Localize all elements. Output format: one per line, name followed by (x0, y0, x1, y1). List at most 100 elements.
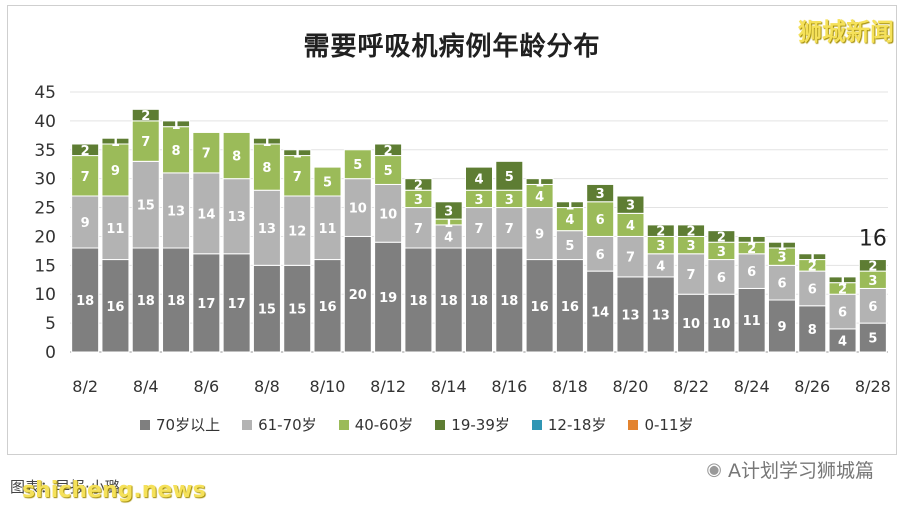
legend-label: 70岁以上 (156, 416, 221, 434)
data-label: 2 (81, 144, 90, 159)
x-tick-label: 8/8 (254, 377, 280, 396)
data-label: 15 (288, 303, 306, 318)
data-label: 9 (81, 216, 90, 231)
bar-segment (192, 253, 221, 353)
bar-segment (586, 183, 615, 203)
legend-label: 0-11岁 (644, 416, 694, 434)
data-label: 3 (717, 245, 726, 260)
legend-item: 40-60岁 (338, 414, 413, 435)
bar-segment (222, 131, 251, 180)
bar-segment (767, 241, 796, 249)
legend-swatch (338, 419, 349, 430)
bar-segment (525, 259, 554, 353)
data-label: 13 (621, 308, 639, 323)
x-tick-label: 8/10 (310, 377, 346, 396)
data-label: 2 (141, 109, 150, 124)
data-label: 20 (349, 288, 367, 303)
legend-item: 70岁以上 (140, 414, 220, 435)
data-label: 3 (626, 199, 635, 214)
data-label: 5 (323, 176, 332, 191)
bar-segment (798, 305, 827, 353)
data-label: 1 (172, 118, 181, 133)
data-label: 5 (565, 239, 574, 254)
bar-segment (71, 143, 100, 157)
bar-segment (707, 259, 736, 295)
bar-segment (555, 230, 584, 261)
bar-segment (374, 183, 403, 243)
legend-label: 61-70岁 (258, 416, 317, 434)
data-label: 3 (687, 239, 696, 254)
x-tick-label: 8/24 (734, 377, 770, 396)
x-tick-label: 8/6 (193, 377, 219, 396)
data-label: 2 (414, 178, 423, 193)
bar-segment (192, 131, 221, 174)
data-label: 9 (535, 228, 544, 243)
bar-segment (252, 264, 281, 353)
data-label: 11 (743, 314, 761, 329)
legend-item: 61-70岁 (242, 414, 317, 435)
bar-segment (586, 270, 615, 353)
data-label: 11 (106, 222, 124, 237)
bar-segment (555, 201, 584, 209)
data-label: 7 (141, 135, 150, 150)
y-tick-label: 25 (34, 199, 56, 219)
data-label: 6 (838, 306, 847, 321)
data-label: 1 (293, 147, 302, 162)
wechat-icon: ◉ (706, 459, 722, 480)
bar-segment (677, 224, 706, 237)
bar-segment (525, 178, 554, 185)
data-label: 3 (656, 239, 665, 254)
data-label: 10 (682, 317, 700, 332)
data-label: 1 (262, 135, 271, 150)
bar-segment (495, 160, 524, 191)
data-label: 10 (712, 317, 730, 332)
data-label: 3 (444, 204, 453, 219)
bar-segment (828, 293, 857, 330)
data-label: 4 (626, 219, 635, 234)
data-label: 18 (440, 294, 458, 309)
brand-watermark-top: 狮城新闻 (798, 18, 894, 46)
data-label: 7 (202, 147, 211, 162)
bar-segment (101, 137, 130, 145)
chart-legend: 70岁以上 61-70岁 40-60岁 19-39岁 12-18岁 0-11岁 (140, 414, 694, 435)
data-label: 2 (838, 282, 847, 297)
bar-segment (707, 293, 736, 353)
data-label: 6 (868, 300, 877, 315)
wechat-source: ◉ A计划学习狮城篇 (706, 456, 874, 483)
bar-segment (283, 264, 312, 353)
total-annotation: 16 (859, 227, 887, 252)
data-label: 10 (379, 207, 397, 222)
y-tick-label: 30 (34, 170, 56, 190)
data-label: 5 (868, 332, 877, 347)
data-label: 9 (777, 320, 786, 335)
data-label: 7 (474, 222, 483, 237)
bar-segment (131, 108, 160, 122)
data-label: 1 (838, 274, 847, 289)
legend-swatch (628, 419, 639, 430)
data-label: 1 (444, 216, 453, 231)
bar-segment (404, 178, 433, 191)
bar-segment (252, 137, 281, 145)
y-tick-label: 0 (45, 343, 56, 363)
bar-segment (737, 253, 766, 289)
data-label: 18 (409, 294, 427, 309)
data-label: 12 (288, 225, 306, 240)
data-label: 5 (505, 170, 514, 185)
data-label: 4 (838, 334, 847, 349)
y-tick-label: 45 (34, 83, 56, 103)
legend-label: 12-18岁 (547, 416, 607, 434)
bar-segment (71, 155, 100, 197)
data-label: 5 (353, 158, 362, 173)
bar-segment (283, 195, 312, 266)
legend-swatch (242, 419, 253, 430)
data-label: 19 (379, 291, 397, 306)
data-label: 2 (747, 242, 756, 257)
data-label: 8 (808, 323, 817, 338)
data-label: 2 (656, 225, 665, 240)
chart-title: 需要呼吸机病例年龄分布 (303, 32, 601, 62)
bar-segment (313, 166, 342, 197)
bar-segment (192, 172, 221, 255)
data-label: 16 (561, 300, 579, 315)
bar-segment (434, 247, 463, 353)
